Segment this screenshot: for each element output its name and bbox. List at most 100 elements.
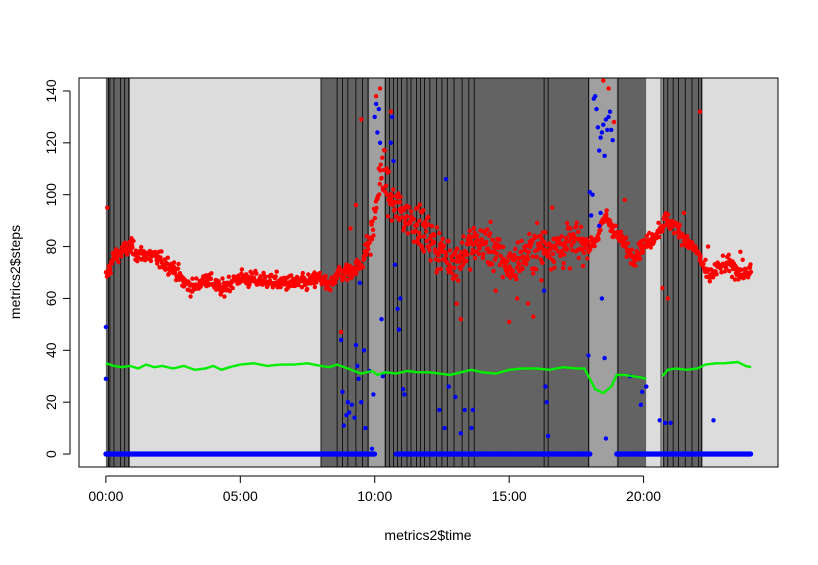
red-point <box>552 265 557 270</box>
red-point <box>443 250 448 255</box>
red-point <box>458 266 463 272</box>
band-light <box>130 78 321 467</box>
red-point <box>377 192 382 197</box>
red-point <box>432 233 437 238</box>
blue-point <box>607 109 613 114</box>
red-point <box>638 239 644 244</box>
red-point <box>585 239 591 244</box>
red-point <box>520 254 526 259</box>
blue-point <box>598 210 603 216</box>
red-point <box>296 282 301 288</box>
x-tick-label: 00:00 <box>88 488 123 504</box>
red-point <box>434 225 440 230</box>
red-point <box>703 257 708 262</box>
red-point <box>520 266 525 272</box>
red-point <box>571 240 576 245</box>
red-point <box>338 329 344 335</box>
y-tick-label: 80 <box>43 239 59 255</box>
red-point <box>176 261 181 267</box>
red-point <box>413 228 418 233</box>
red-point <box>429 223 435 229</box>
red-point <box>529 240 534 245</box>
red-point <box>563 240 568 245</box>
blue-point <box>379 317 384 322</box>
band-mid <box>589 78 617 467</box>
red-point <box>606 86 611 91</box>
red-point <box>584 243 589 248</box>
red-point <box>539 278 544 283</box>
red-point <box>570 248 575 253</box>
y-tick-label: 0 <box>43 450 59 458</box>
red-point <box>377 86 383 91</box>
red-point <box>738 249 743 254</box>
red-point <box>747 265 753 270</box>
red-point <box>116 259 121 265</box>
blue-point <box>543 384 548 389</box>
red-point <box>455 246 460 251</box>
blue-point <box>594 106 599 112</box>
red-point <box>538 257 544 262</box>
red-point <box>130 245 135 250</box>
blue-point <box>597 148 602 153</box>
blue-point <box>640 389 645 394</box>
blue-point <box>595 125 601 130</box>
blue-point <box>644 384 649 389</box>
blue-point <box>605 127 610 133</box>
red-point <box>369 237 375 242</box>
blue-point <box>437 407 442 413</box>
red-point <box>373 94 379 99</box>
red-point <box>414 223 420 228</box>
red-point <box>391 187 396 192</box>
blue-point <box>590 192 595 197</box>
red-point <box>722 269 727 274</box>
red-point <box>155 261 160 266</box>
red-point <box>501 256 506 262</box>
blue-point <box>458 431 463 436</box>
red-point <box>748 269 754 275</box>
red-point <box>589 235 594 240</box>
y-tick-label: 120 <box>43 131 59 155</box>
x-tick-label: 10:00 <box>357 488 392 504</box>
red-point <box>427 248 432 253</box>
red-point <box>362 256 367 262</box>
red-point <box>456 278 461 283</box>
red-point <box>348 226 353 231</box>
red-point <box>490 237 495 243</box>
blue-point <box>361 348 367 353</box>
blue-point <box>603 436 609 441</box>
red-point <box>278 284 283 290</box>
y-tick-label: 40 <box>43 342 59 358</box>
red-series <box>103 78 754 335</box>
red-point <box>697 109 703 114</box>
red-point <box>510 268 516 274</box>
red-point <box>438 266 443 272</box>
red-point <box>550 205 555 210</box>
blue-point <box>748 451 754 457</box>
red-point <box>740 257 745 262</box>
red-point <box>598 228 603 233</box>
red-point <box>258 274 263 279</box>
red-point <box>563 244 568 249</box>
red-point <box>439 249 445 254</box>
red-point <box>707 279 712 284</box>
red-point <box>366 246 371 252</box>
red-point <box>601 78 606 83</box>
blue-point <box>376 106 381 112</box>
red-point <box>498 253 503 259</box>
red-point <box>230 285 235 291</box>
red-point <box>353 271 359 276</box>
red-point <box>513 273 518 278</box>
blue-point <box>601 122 606 127</box>
red-point <box>446 239 451 244</box>
red-point <box>454 273 459 279</box>
blue-point <box>349 402 355 407</box>
red-point <box>588 247 593 252</box>
band-light <box>646 78 663 467</box>
red-point <box>190 276 195 281</box>
red-point <box>681 210 687 216</box>
red-point <box>548 247 553 252</box>
red-point <box>421 249 426 254</box>
red-point <box>476 251 482 257</box>
red-point <box>424 229 429 234</box>
red-point <box>472 255 478 261</box>
